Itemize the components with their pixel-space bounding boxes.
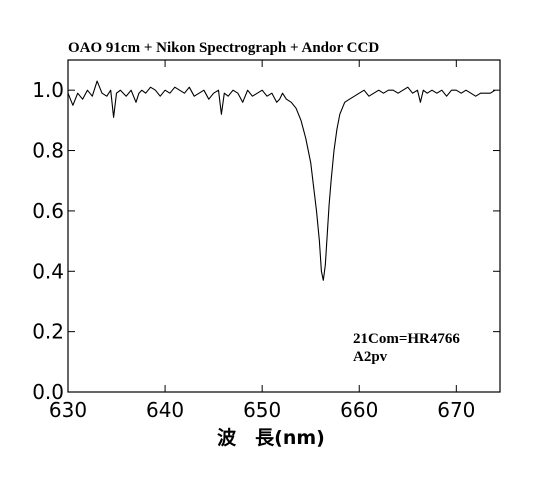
y-tick-label: 0.4 xyxy=(32,259,64,283)
x-tick-label: 640 xyxy=(146,398,184,422)
x-tick-label: 670 xyxy=(437,398,475,422)
x-axis: 630 640 650 660 670 xyxy=(49,60,475,422)
plot-frame xyxy=(67,59,501,393)
y-tick-label: 0.0 xyxy=(32,380,64,404)
y-axis: 0.0 0.2 0.4 0.6 0.8 1.0 xyxy=(32,78,500,404)
x-tick-label: 630 xyxy=(49,398,87,422)
y-tick-label: 1.0 xyxy=(32,78,64,102)
spectrum-line xyxy=(67,80,496,281)
y-tick-label: 0.2 xyxy=(32,320,64,344)
x-tick-label: 650 xyxy=(243,398,281,422)
x-tick-label: 660 xyxy=(340,398,378,422)
y-tick-label: 0.6 xyxy=(32,199,64,223)
chart-title: OAO 91cm + Nikon Spectrograph + Andor CC… xyxy=(68,40,379,56)
star-name-annotation: 21Com=HR4766 xyxy=(353,331,460,347)
spectral-type-annotation: A2pv xyxy=(353,349,388,365)
y-tick-label: 0.8 xyxy=(32,139,64,163)
x-axis-label: 波 長(nm) xyxy=(217,426,325,449)
